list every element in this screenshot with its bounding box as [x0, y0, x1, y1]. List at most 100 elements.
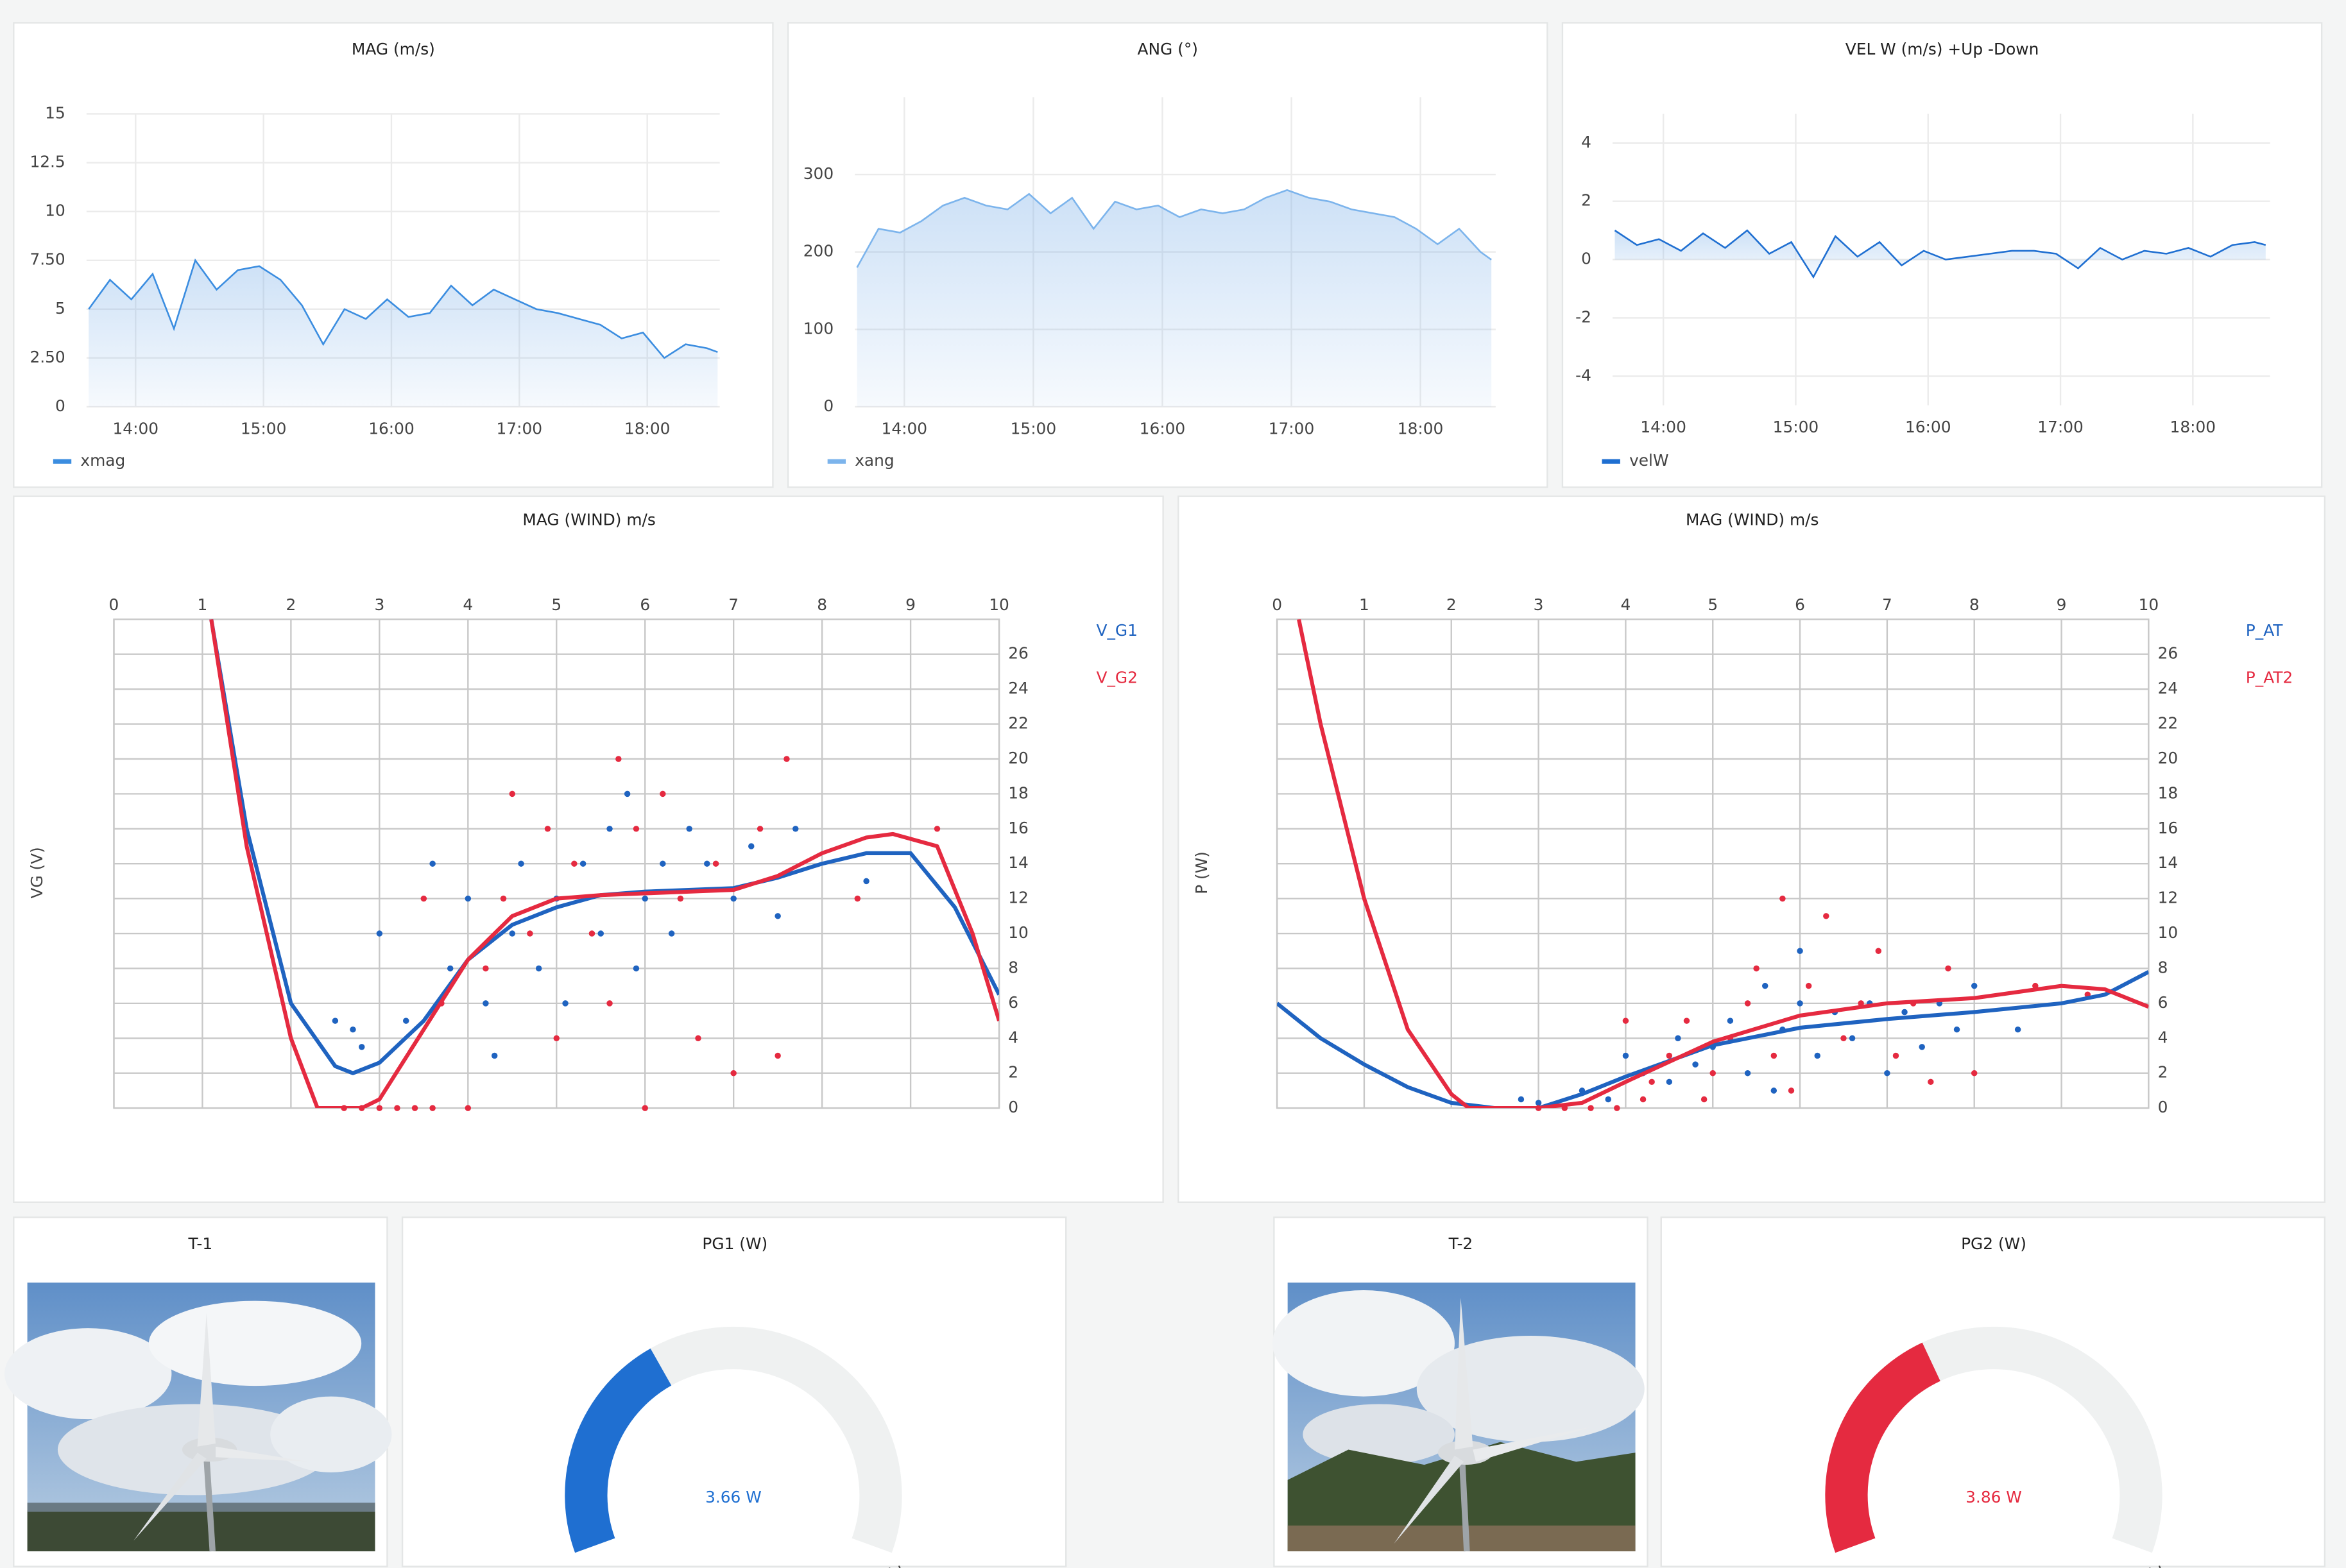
point: [571, 860, 578, 867]
point: [509, 790, 516, 797]
x-tick-label: 1: [198, 595, 208, 614]
point: [1675, 1035, 1681, 1042]
point: [642, 1105, 648, 1111]
point: [483, 965, 489, 972]
point: [1971, 982, 1978, 989]
point: [420, 895, 427, 902]
point: [1648, 1078, 1655, 1086]
point: [332, 1018, 339, 1024]
point: [854, 895, 861, 902]
panel: [401, 1216, 1067, 1567]
turbine-photo: [4, 1283, 392, 1552]
panel: [1660, 1216, 2326, 1567]
point: [660, 790, 666, 797]
point: [1588, 1105, 1594, 1111]
point: [1622, 1052, 1629, 1059]
panel-title: MAG (WIND) m/s: [1686, 511, 1819, 529]
x-tick-label: 3: [374, 595, 384, 614]
point: [1622, 1018, 1629, 1024]
y-tick-label: 7.50: [30, 250, 65, 269]
panel-title: PG1 (W): [702, 1234, 767, 1253]
gauge-value-label: 3.66 W: [705, 1488, 762, 1506]
y-tick-label: 0: [823, 396, 834, 415]
x-tick-label: 14:00: [113, 420, 159, 438]
gauge-value: [1825, 1342, 1941, 1553]
area: [1614, 230, 2266, 277]
point: [792, 826, 799, 832]
point: [509, 930, 516, 937]
point: [1770, 1052, 1777, 1059]
y-tick-label: 18: [1008, 783, 1029, 802]
point: [624, 790, 631, 797]
y-tick-label: 26: [1008, 644, 1029, 663]
point: [1683, 1018, 1690, 1024]
panel-title: PG2 (W): [1961, 1234, 2026, 1253]
point: [500, 895, 507, 902]
point: [1709, 1069, 1716, 1077]
panel-title: T-1: [188, 1234, 213, 1253]
point: [1901, 1009, 1908, 1016]
panel-title: ANG (°): [1137, 40, 1197, 58]
point: [535, 965, 542, 972]
point: [350, 1026, 356, 1033]
point: [1744, 1069, 1751, 1077]
point: [527, 930, 533, 937]
panel-title: MAG (WIND) m/s: [522, 511, 655, 529]
y-tick-label: 12.5: [30, 153, 65, 171]
legend-label: xmag: [80, 451, 125, 470]
panel: [13, 22, 774, 488]
y-tick-label: 20: [1008, 749, 1029, 767]
point: [1700, 1096, 1708, 1103]
area: [857, 190, 1492, 407]
y-tick-label: 15: [45, 103, 65, 122]
point: [1823, 913, 1829, 919]
x-tick-label: 3: [1534, 595, 1544, 614]
x-tick-label: 6: [640, 595, 650, 614]
point: [660, 860, 666, 867]
x-tick-label: 10: [2139, 595, 2159, 614]
point: [1875, 948, 1882, 954]
x-tick-label: 16:00: [368, 420, 415, 438]
x-tick-label: 7: [1882, 595, 1892, 614]
point: [668, 930, 675, 937]
area: [89, 260, 718, 407]
point: [775, 913, 781, 919]
point: [1518, 1096, 1525, 1103]
x-tick-label: 1: [1359, 595, 1369, 614]
y-tick-label: 20: [2158, 749, 2179, 767]
y-tick-label: 16: [2158, 819, 2179, 837]
x-tick-label: 5: [1708, 595, 1718, 614]
y-tick-label: 16: [1008, 819, 1029, 837]
point: [1814, 1052, 1820, 1059]
x-tick-label: 9: [905, 595, 916, 614]
y-tick-label: 14: [1008, 853, 1029, 872]
y-tick-label: 8: [1008, 958, 1018, 976]
x-tick-label: 15:00: [241, 420, 287, 438]
x-tick-label: 0: [1272, 595, 1282, 614]
x-tick-label: 14:00: [1640, 418, 1686, 436]
point: [642, 895, 648, 902]
x-tick-label: 8: [1969, 595, 1980, 614]
panel: [1177, 495, 2326, 1203]
y-tick-label: 10: [1008, 923, 1029, 942]
point: [606, 1000, 613, 1007]
y-tick-label: 2: [2158, 1063, 2168, 1082]
legend-label: velW: [1629, 451, 1668, 470]
y-tick-label: 200: [803, 242, 834, 260]
point: [1727, 1018, 1734, 1024]
point: [695, 1035, 701, 1042]
panel-title: VEL W (m/s) +Up -Down: [1845, 40, 2039, 58]
point: [1640, 1096, 1647, 1103]
trend-line: [1297, 619, 2149, 1109]
x-tick-label: 2: [286, 595, 296, 614]
point: [465, 895, 472, 902]
x-tick-label: 10: [989, 595, 1009, 614]
legend-swatch: [1602, 459, 1620, 464]
x-tick-label: 17:00: [2037, 418, 2084, 436]
point: [429, 860, 436, 867]
point: [1892, 1052, 1899, 1059]
point: [686, 826, 692, 832]
y-axis-label: P (W): [1192, 851, 1211, 894]
point: [1605, 1096, 1611, 1103]
point: [562, 1000, 569, 1007]
